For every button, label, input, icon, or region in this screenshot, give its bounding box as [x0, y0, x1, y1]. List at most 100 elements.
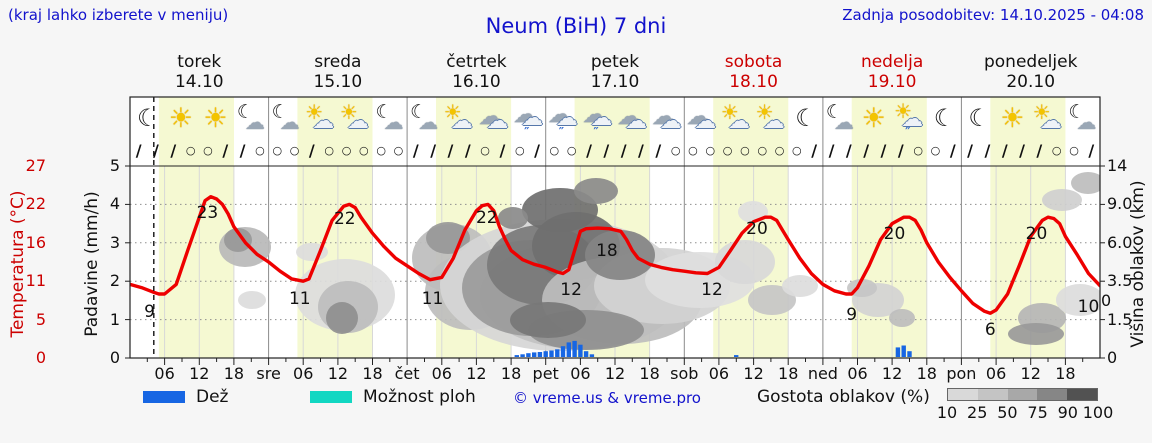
temperature-axis-title: Temperatura (°C): [8, 190, 28, 338]
temp-value-label: 20: [883, 223, 906, 244]
day-date: 14.10: [174, 72, 224, 92]
temp-axis-tick: 16: [25, 232, 46, 252]
temp-value-label: 23: [196, 203, 219, 224]
precip-axis-tick: 0: [109, 348, 120, 367]
time-axis-tick: 18: [1055, 364, 1076, 383]
precip-axis-tick: 5: [109, 156, 120, 175]
cloud-icon: ☁ ☁: [478, 102, 509, 134]
cloud-axis-tick: 3.5: [1107, 271, 1133, 291]
density-gradient-segment: [948, 389, 978, 400]
wind-barb-icon: /: [967, 141, 973, 160]
day-date: 15.10: [313, 72, 363, 92]
wind-calm-icon: ○: [324, 144, 334, 157]
wind-calm-icon: ○: [913, 144, 923, 157]
rain-legend-label: Dež: [196, 387, 229, 407]
precip-axis-tick: 4: [109, 194, 120, 214]
wind-calm-icon: ○: [774, 144, 785, 157]
time-axis-tick: 12: [743, 364, 764, 383]
wind-barb-icon: /: [430, 141, 437, 160]
wind-calm-icon: ○: [930, 144, 941, 157]
time-axis-tick: 12: [466, 364, 487, 383]
day-date: 16.10: [452, 72, 501, 92]
sun-cloud-icon: ☀ ☁: [1032, 100, 1062, 134]
time-axis-tick: 06: [847, 364, 868, 383]
moon-icon: ☾: [137, 104, 159, 132]
moon-cloud-icon: ☾ ☁: [1068, 101, 1097, 134]
temp-value-label: 11: [288, 288, 311, 309]
temp-value-label: 11: [421, 288, 444, 309]
time-axis-tick: 06: [293, 364, 314, 383]
wind-barb-icon: /: [135, 141, 142, 160]
time-axis-tick: 18: [916, 364, 937, 383]
day-header-četrtek: četrtek 16.10: [407, 52, 546, 92]
wind-barb-icon: /: [828, 141, 835, 160]
wind-barb-icon: /: [170, 141, 177, 160]
wind-barb-icon: /: [1019, 141, 1025, 160]
temp-value-label: 20: [1025, 223, 1048, 244]
time-axis-tick: 06: [431, 364, 452, 383]
time-axis-tick: 06: [708, 364, 730, 383]
wind-barb-icon: /: [239, 141, 246, 160]
time-axis-tick: 12: [881, 364, 903, 383]
wind-barb-icon: /: [620, 141, 627, 160]
wind-calm-icon: ○: [722, 144, 733, 157]
temp-axis-tick: 22: [25, 194, 46, 214]
moon-cloud-icon: ☾ ☁: [271, 101, 300, 134]
temp-value-label: 22: [333, 208, 356, 229]
temp-value-label: 12: [701, 279, 723, 300]
wind-calm-icon: ○: [549, 144, 560, 157]
copyright-link[interactable]: © vreme.us & vreme.pro: [513, 389, 701, 407]
density-tick-label: 90: [1057, 403, 1078, 422]
wind-calm-icon: ○: [393, 144, 404, 157]
time-axis-tick: ned: [807, 364, 838, 383]
page-title: Neum (BiH) 7 dni: [485, 14, 667, 38]
wind-calm-icon: ○: [688, 144, 698, 157]
wind-calm-icon: ○: [1051, 144, 1062, 157]
cloud-icon: ☁ ☁: [686, 102, 717, 134]
cloud-rain-icon: ☁ ☁ ″: [513, 100, 544, 139]
moon-icon: ☾: [795, 104, 817, 132]
moon-cloud-icon: ☾ ☁: [410, 101, 439, 134]
wind-barb-icon: /: [1001, 141, 1008, 160]
sun-icon: ☀: [168, 103, 193, 134]
precip-axis-tick: 1: [109, 309, 120, 329]
sun-cloud-icon: ☀ ☁: [755, 100, 785, 134]
day-name: četrtek: [446, 52, 507, 72]
time-axis-tick: 06: [570, 364, 591, 383]
wind-calm-icon: ○: [185, 144, 196, 157]
cloud-height-axis-title: Višina oblakov (km): [1128, 180, 1148, 348]
rain-legend-swatch: [143, 391, 185, 403]
density-tick-label: 50: [997, 403, 1018, 422]
density-tick-label: 10: [936, 403, 958, 422]
wind-calm-icon: ○: [289, 144, 300, 157]
time-axis-tick: sre: [256, 364, 281, 383]
moon-cloud-icon: ☾ ☁: [236, 101, 265, 134]
day-header-torek: torek 14.10: [130, 52, 269, 92]
cloud-axis-extra-tick: 0: [1101, 291, 1112, 310]
sun-cloud-icon: ☀ ☁: [443, 100, 473, 134]
temp-value-label: 12: [560, 279, 582, 300]
showers-legend-label: Možnost ploh: [363, 387, 476, 407]
day-date: 18.10: [729, 72, 778, 92]
wind-calm-icon: ○: [792, 144, 802, 157]
day-name: sobota: [724, 52, 783, 72]
day-name: nedelja: [860, 52, 924, 72]
density-gradient-segment: [1067, 389, 1097, 400]
cloud-icon: ☁ ☁: [617, 102, 647, 134]
sun-icon: ☀: [1000, 103, 1025, 134]
wind-calm-icon: ○: [255, 144, 265, 157]
cloud-axis-tick: 6.0: [1107, 232, 1133, 252]
sun-icon: ☀: [861, 103, 886, 134]
temp-axis-tick: 27: [25, 156, 46, 175]
day-header-ponedeljek: ponedeljek 20.10: [961, 52, 1100, 92]
time-axis-tick: 18: [639, 364, 660, 383]
cloud-axis-tick: 0: [1107, 348, 1118, 367]
wind-barb-icon: /: [655, 141, 662, 160]
wind-barb-icon: /: [949, 141, 956, 160]
time-axis-tick: sob: [670, 364, 699, 383]
density-gradient-segment: [1007, 389, 1038, 400]
precip-axis-tick: 2: [109, 271, 120, 291]
day-date: 20.10: [1006, 72, 1056, 92]
day-name: torek: [177, 52, 222, 72]
day-header-sreda: sreda 15.10: [269, 52, 408, 92]
